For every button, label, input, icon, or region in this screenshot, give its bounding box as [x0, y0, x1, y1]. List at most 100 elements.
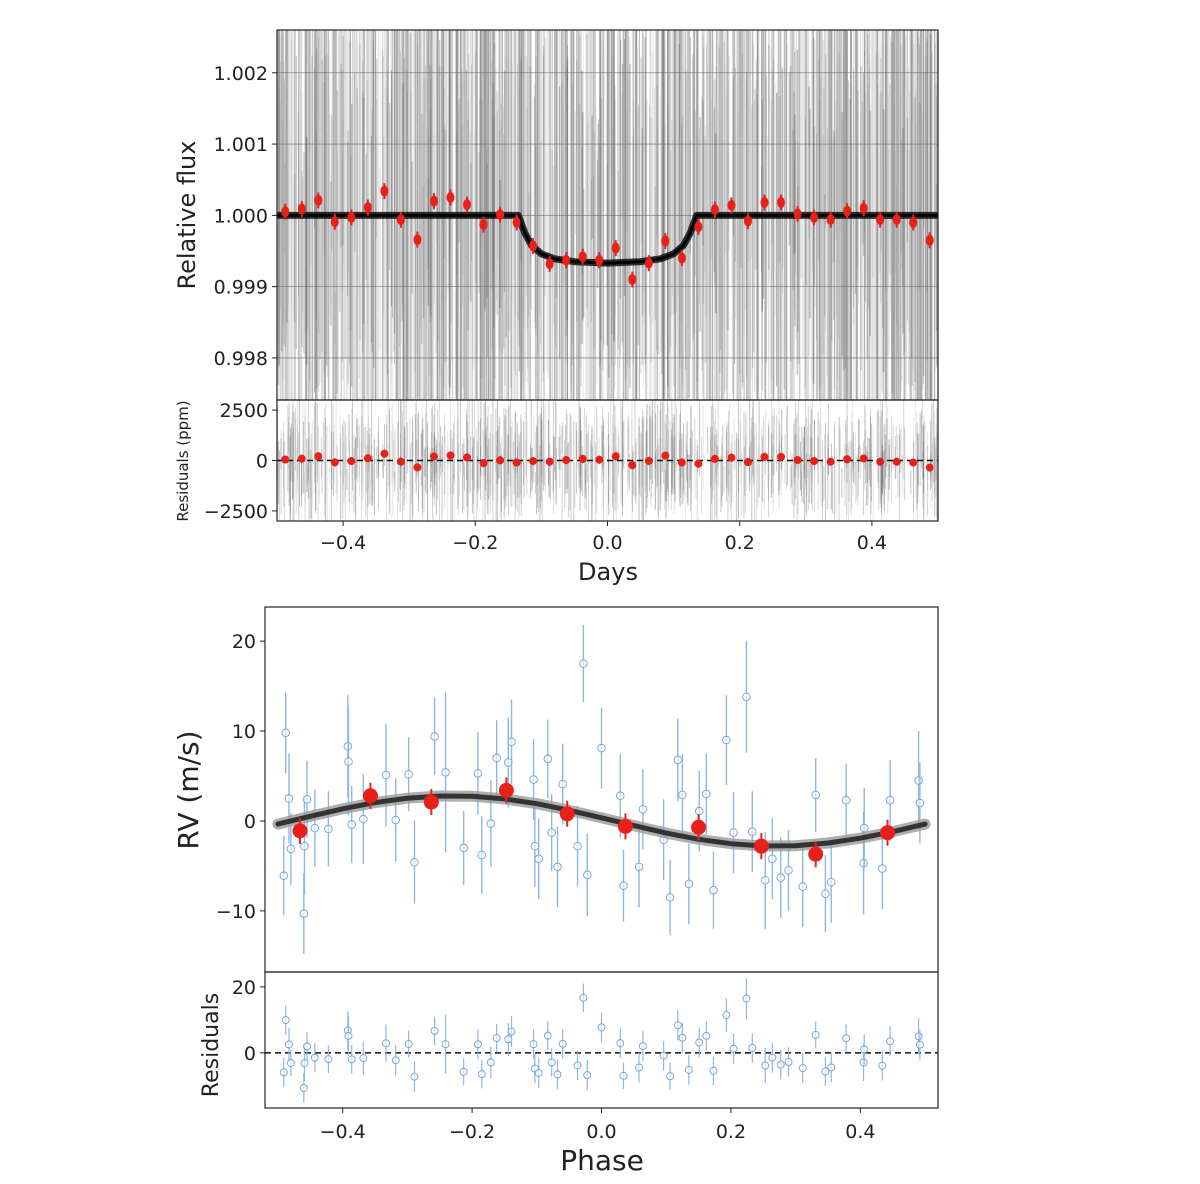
rv-point	[709, 885, 718, 895]
residual-point	[710, 454, 719, 463]
rv-point	[347, 820, 356, 829]
rv-point	[381, 770, 391, 780]
y-tick-label: 0.999	[214, 277, 268, 299]
residual-point	[843, 455, 852, 464]
binned-point	[661, 235, 670, 247]
binned-point	[423, 794, 439, 810]
rv-point	[299, 909, 309, 918]
rv-point	[281, 728, 290, 738]
residual-point	[324, 1055, 333, 1064]
residual-point	[300, 1059, 309, 1068]
residual-point	[404, 1040, 413, 1049]
binned-point	[677, 252, 686, 264]
binned-point	[512, 216, 521, 228]
residual-point	[597, 1023, 606, 1032]
residual-point	[473, 1040, 482, 1049]
binned-point	[892, 214, 901, 226]
y-tick-label: 0.998	[214, 348, 268, 370]
binned-point	[808, 846, 824, 862]
residual-point	[310, 1053, 319, 1062]
residual-point	[743, 458, 752, 467]
residual-point	[459, 1067, 468, 1076]
residual-point	[702, 1031, 711, 1040]
residual-point	[347, 457, 356, 466]
residual-point	[742, 994, 751, 1003]
binned-point	[691, 819, 707, 835]
transit-raw-data	[276, 30, 938, 521]
residual-point	[635, 1063, 643, 1072]
residual-point	[876, 457, 885, 466]
rv-point	[616, 791, 625, 801]
rv-point	[284, 794, 294, 803]
rv-xlabel: Phase	[560, 1144, 644, 1177]
residual-point	[477, 1070, 486, 1079]
residual-point	[441, 1040, 450, 1049]
x-tick-label: 0.0	[592, 532, 622, 554]
residual-point	[859, 454, 868, 463]
rv-point	[634, 862, 644, 872]
transit-binned-points	[281, 183, 934, 288]
x-tick-label: 0.4	[857, 532, 887, 554]
residual-point	[777, 452, 786, 461]
residual-point	[463, 453, 472, 462]
rv-point	[742, 692, 751, 702]
residual-point	[281, 1016, 290, 1025]
residual-point	[886, 1037, 895, 1046]
residual-point	[279, 1068, 288, 1077]
rv-point	[841, 796, 851, 805]
residual-point	[284, 1040, 293, 1049]
binned-point	[727, 199, 736, 211]
residual-point	[492, 1034, 501, 1043]
binned-point	[611, 242, 620, 254]
residual-point	[860, 1045, 869, 1054]
transit-residual-points	[281, 449, 934, 472]
transit-residual-ylabel: Residuals (ppm)	[174, 400, 192, 521]
residual-point	[666, 1072, 675, 1081]
binned-point	[562, 254, 571, 266]
rv-data-points	[279, 624, 925, 955]
rv-point	[459, 843, 468, 853]
binned-point	[498, 782, 514, 798]
residual-point	[709, 1066, 718, 1075]
rv-point	[760, 876, 770, 885]
transit-model-line	[277, 213, 938, 265]
residual-point	[722, 1011, 731, 1019]
residual-point	[784, 1057, 793, 1066]
x-tick-label: 0.0	[586, 1121, 616, 1143]
x-tick-label: −0.4	[320, 1121, 366, 1143]
residual-point	[330, 458, 339, 467]
binned-point	[859, 202, 868, 214]
y-tick-label: 1.000	[214, 205, 268, 227]
rv-point	[878, 864, 887, 873]
residual-point	[479, 459, 488, 468]
rv-point	[286, 844, 296, 854]
residual-point	[303, 1042, 312, 1051]
residual-point	[821, 1067, 830, 1076]
binned-point	[617, 818, 633, 834]
residual-point	[391, 1056, 400, 1065]
residual-point	[359, 1054, 368, 1063]
rv-point	[914, 776, 923, 785]
x-tick-label: −0.4	[320, 532, 366, 554]
residual-point	[925, 463, 934, 472]
rv-point	[748, 827, 757, 837]
rv-residual-points	[265, 978, 938, 1103]
residual-point	[776, 1060, 785, 1069]
residual-point	[579, 993, 588, 1002]
binned-point	[777, 197, 786, 209]
binned-point	[628, 274, 637, 286]
rv-point	[638, 805, 648, 814]
binned-point	[362, 788, 378, 804]
binned-point	[743, 215, 752, 227]
binned-point	[347, 211, 356, 223]
residual-point	[281, 455, 290, 464]
y-tick-label: −10	[216, 901, 256, 923]
binned-point	[810, 211, 819, 223]
residual-y-tick-label: 2500	[220, 400, 268, 422]
rv-point	[507, 737, 516, 747]
residual-point	[363, 454, 372, 463]
residual-point	[628, 461, 637, 470]
residual-point	[810, 457, 819, 466]
binned-point	[314, 194, 323, 206]
